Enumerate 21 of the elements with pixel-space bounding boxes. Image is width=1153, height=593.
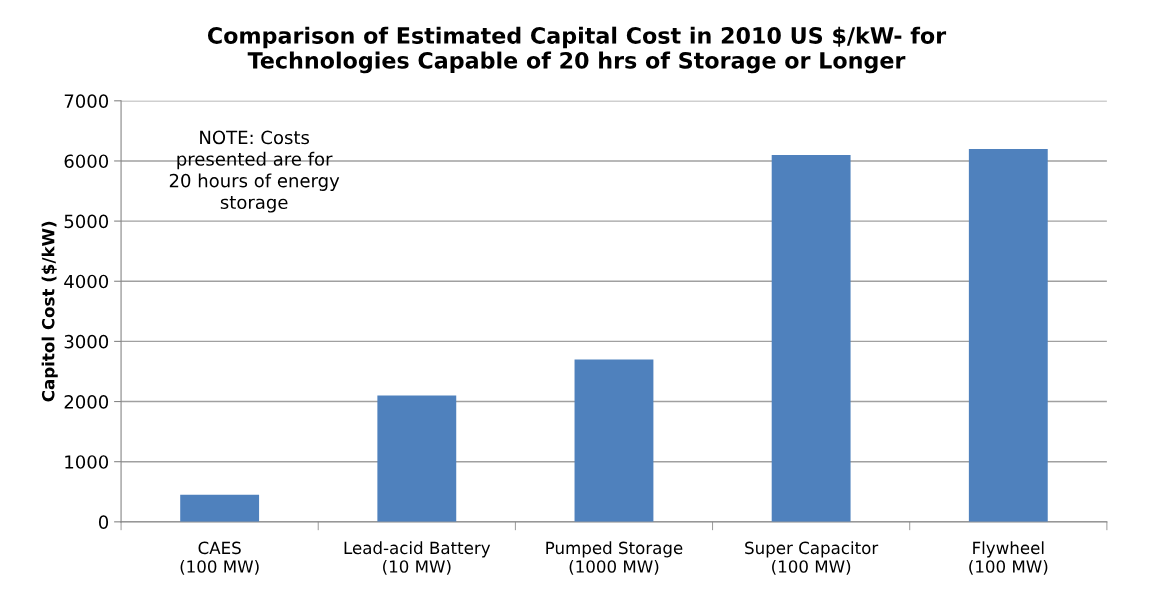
chart-title: Comparison of Estimated Capital Cost in 2010 US $/kW- for Technologies Capable of 20 hrs of Storage or Longer xyxy=(207,26,947,74)
x-tick-label: Lead-acid Battery (10 MW) xyxy=(344,541,491,575)
y-tick-label: 7000 xyxy=(64,94,109,108)
bar xyxy=(377,395,457,522)
y-tick-label: 0 xyxy=(98,515,109,529)
y-tick-label: 4000 xyxy=(64,274,109,289)
y-tick-label: 5000 xyxy=(64,214,109,229)
x-tick-label: CAES (100 MW) xyxy=(180,541,259,575)
y-tick-label: 2000 xyxy=(64,395,109,409)
annotation: NOTE: Costs presented are for 20 hours of energy storage xyxy=(169,130,340,213)
y-axis-title: Capitol Cost ($/kW) xyxy=(41,221,58,402)
bar xyxy=(771,154,851,522)
x-tick-label: Flywheel (100 MW) xyxy=(969,541,1048,575)
bar xyxy=(180,494,260,522)
x-tick-label: Super Capacitor (100 MW) xyxy=(745,541,879,575)
y-tick-label: 1000 xyxy=(65,455,109,469)
y-tick-label: 3000 xyxy=(64,334,109,349)
y-tick-label: 6000 xyxy=(64,154,109,169)
bar xyxy=(968,148,1048,522)
x-tick-label: Pumped Storage (1000 MW) xyxy=(546,541,683,575)
bar xyxy=(574,359,654,522)
